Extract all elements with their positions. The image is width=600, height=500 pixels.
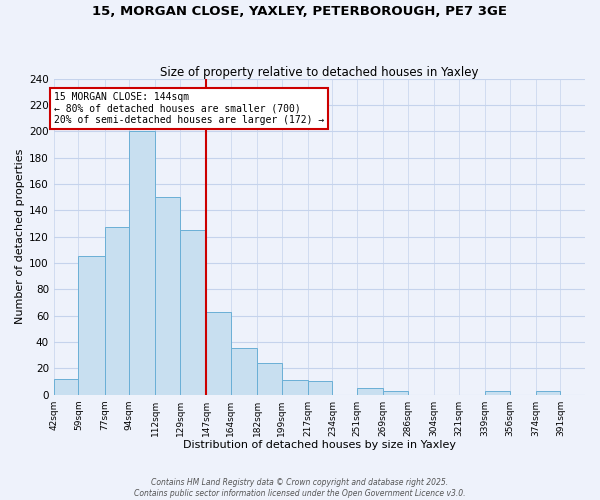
Title: Size of property relative to detached houses in Yaxley: Size of property relative to detached ho… xyxy=(160,66,479,78)
Bar xyxy=(308,382,332,394)
Text: 15, MORGAN CLOSE, YAXLEY, PETERBOROUGH, PE7 3GE: 15, MORGAN CLOSE, YAXLEY, PETERBOROUGH, … xyxy=(92,5,508,18)
Bar xyxy=(281,380,308,394)
Bar xyxy=(485,390,509,394)
Text: Contains HM Land Registry data © Crown copyright and database right 2025.
Contai: Contains HM Land Registry data © Crown c… xyxy=(134,478,466,498)
Y-axis label: Number of detached properties: Number of detached properties xyxy=(15,149,25,324)
Bar xyxy=(536,390,560,394)
Text: 15 MORGAN CLOSE: 144sqm
← 80% of detached houses are smaller (700)
20% of semi-d: 15 MORGAN CLOSE: 144sqm ← 80% of detache… xyxy=(54,92,324,125)
Bar xyxy=(383,390,408,394)
Bar xyxy=(180,230,206,394)
Bar xyxy=(257,363,281,394)
Bar xyxy=(104,228,129,394)
Bar xyxy=(357,388,383,394)
X-axis label: Distribution of detached houses by size in Yaxley: Distribution of detached houses by size … xyxy=(183,440,456,450)
Bar xyxy=(155,197,180,394)
Bar xyxy=(54,379,79,394)
Bar xyxy=(129,131,155,394)
Bar xyxy=(206,312,231,394)
Bar xyxy=(231,348,257,395)
Bar xyxy=(79,256,104,394)
